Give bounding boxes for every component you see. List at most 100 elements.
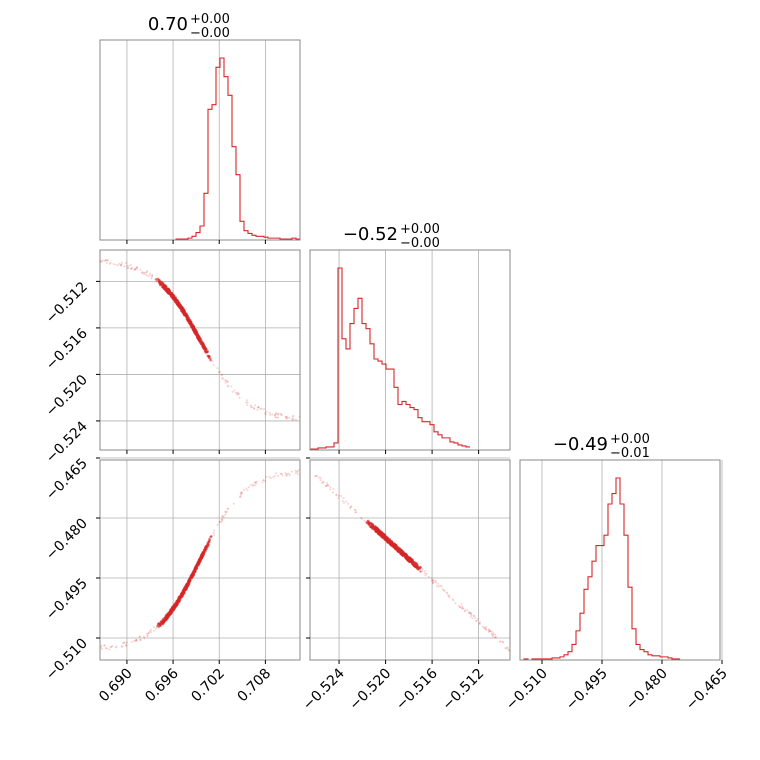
sample-point [240,492,243,495]
sample-point [135,640,138,643]
sample-point [138,636,141,639]
sample-point [104,259,107,262]
sample-point [431,580,434,583]
x-tick-label: −0.512 [439,666,487,714]
sample-point [216,367,219,370]
sample-point [220,373,223,376]
sample-point [440,585,443,588]
sample-point [484,628,487,631]
sample-point [187,581,190,585]
sample-point [322,480,325,483]
sample-point [161,618,164,621]
sample-point [262,479,265,482]
sample-point [177,600,181,604]
sample-point [161,285,164,288]
sample-point [123,641,126,644]
sample-point [100,647,103,650]
sample-point [225,511,227,514]
sample-point [468,612,471,615]
sample-point [260,407,263,410]
sample-point [475,619,478,622]
sample-point [134,267,137,270]
sample-point [246,404,249,407]
sample-point [130,268,133,271]
sample-point [226,384,229,387]
sample-point [201,554,205,558]
sample-point [236,391,239,394]
sample-point [130,266,133,269]
sample-point [135,639,138,642]
sample-point [326,483,329,486]
sample-point [457,604,460,607]
sample-point [433,580,436,583]
sample-point [506,646,509,649]
sample-point [269,413,272,416]
sample-point [204,545,208,548]
sample-point [492,633,495,636]
sample-point [389,543,392,546]
sample-point [130,267,133,270]
title-upper-error: +0.00 [400,222,440,237]
sample-point [343,501,346,504]
sample-point [206,542,209,546]
sample-point [170,296,173,299]
sample-point [221,377,224,380]
title-value: −0.52 [343,224,398,245]
sample-point [254,484,257,487]
sample-point [213,529,216,532]
sample-point [257,406,260,409]
sample-point [100,260,103,263]
sample-point [430,576,433,579]
sample-point [192,326,195,329]
sample-point [173,606,176,609]
sample-point [100,644,103,647]
sample-point [127,264,130,267]
sample-point [185,587,188,590]
sample-point [121,645,124,648]
sample-point [135,265,138,268]
x-tick-label: 0.690 [96,666,136,706]
sample-point [219,520,222,523]
sample-point [257,406,260,409]
sample-point [295,418,298,421]
sample-point [335,493,338,496]
sample-point [385,537,388,540]
sample-point [153,629,156,632]
panel-title-3: −0.49 +0.00−0.01 [553,432,650,461]
sample-point [354,511,357,514]
sample-point [279,472,282,475]
sample-point [124,262,127,265]
sample-point [192,325,195,328]
sample-point [285,415,288,418]
title-lower-error: −0.00 [190,26,230,41]
sample-point [240,491,243,494]
sample-point [136,267,139,270]
sample-point [435,584,438,587]
sample-point [233,389,236,392]
panel-frame [99,249,301,451]
sample-point [285,417,288,420]
sample-point [340,495,343,497]
sample-point [400,551,404,554]
sample-point [144,271,147,274]
sample-point [256,409,259,411]
sample-point [454,602,457,605]
sample-point [401,553,405,557]
sample-point [148,274,151,277]
sample-point [219,370,222,373]
sample-point [488,629,491,632]
sample-point [105,262,108,264]
sample-point [430,579,433,582]
sample-point [209,357,212,360]
sample-point [452,599,455,602]
sample-point [277,416,280,419]
sample-point [284,472,287,475]
sample-point [280,414,283,417]
sample-point [160,620,163,624]
sample-point [154,278,157,281]
sample-point [319,478,322,481]
sample-point [423,569,426,572]
sample-point [207,540,211,544]
sample-point [204,351,207,354]
sample-point [285,474,288,477]
